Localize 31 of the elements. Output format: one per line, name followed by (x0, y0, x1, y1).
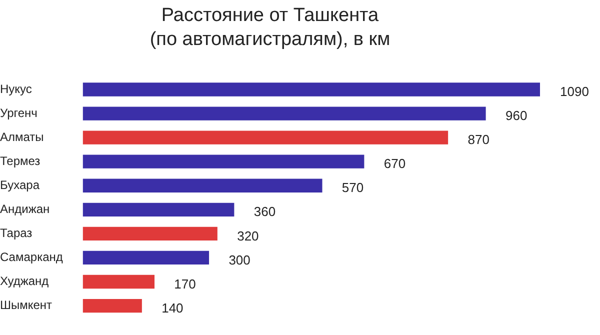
bar (82, 226, 218, 241)
bar (82, 178, 322, 192)
bar (82, 274, 155, 289)
y-tick-label: Самарканд (0, 250, 63, 264)
y-tick-label: Худжанд (0, 274, 49, 288)
data-label: 360 (254, 204, 276, 220)
data-label: 320 (237, 228, 259, 244)
bar (82, 106, 486, 120)
data-label: 300 (228, 252, 250, 268)
y-tick-label: Шымкент (0, 298, 53, 312)
bar (82, 154, 364, 168)
y-tick-label: Тараз (0, 226, 33, 240)
bar (82, 82, 540, 96)
data-label: 140 (162, 300, 184, 316)
data-label: 570 (342, 180, 364, 196)
data-label: 870 (468, 132, 490, 148)
bar (82, 298, 142, 313)
data-label: 170 (174, 276, 196, 292)
y-tick-label: Алматы (0, 130, 44, 144)
bar (82, 130, 448, 144)
y-tick-label: Нукус (0, 82, 32, 96)
data-label: 1090 (560, 84, 589, 100)
bar (82, 250, 210, 265)
data-label: 960 (505, 108, 528, 124)
y-tick-label: Андижан (0, 202, 50, 216)
y-tick-label: Термез (0, 154, 41, 168)
chart-title: Расстояние от Ташкента (по автомагистралям), в км (150, 5, 390, 50)
y-tick-label: Бухара (0, 178, 40, 192)
bar (82, 202, 234, 216)
data-label: 670 (384, 156, 406, 172)
y-tick-label: Ургенч (0, 106, 38, 120)
